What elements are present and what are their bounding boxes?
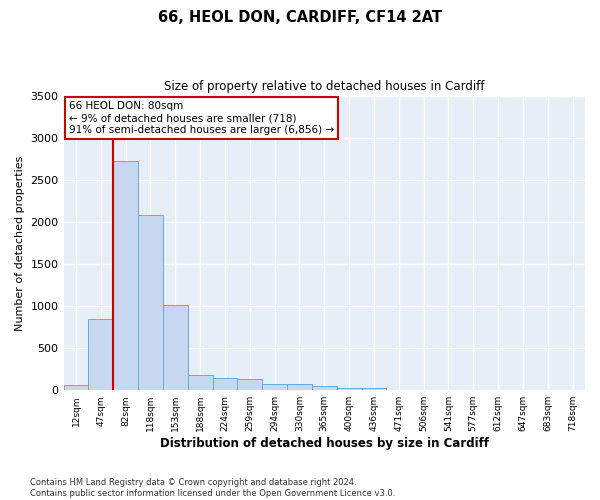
Bar: [362, 388, 386, 390]
Bar: [238, 379, 262, 390]
Text: 66, HEOL DON, CARDIFF, CF14 2AT: 66, HEOL DON, CARDIFF, CF14 2AT: [158, 10, 442, 25]
Bar: [64, 385, 88, 390]
Title: Size of property relative to detached houses in Cardiff: Size of property relative to detached ho…: [164, 80, 485, 93]
Bar: [262, 384, 287, 390]
Text: 66 HEOL DON: 80sqm
← 9% of detached houses are smaller (718)
91% of semi-detache: 66 HEOL DON: 80sqm ← 9% of detached hous…: [69, 102, 334, 134]
Bar: [212, 378, 238, 390]
Bar: [188, 376, 212, 390]
Text: Contains HM Land Registry data © Crown copyright and database right 2024.
Contai: Contains HM Land Registry data © Crown c…: [30, 478, 395, 498]
Bar: [287, 384, 312, 390]
Bar: [138, 215, 163, 390]
Bar: [113, 161, 138, 390]
Bar: [337, 388, 362, 390]
Bar: [312, 386, 337, 390]
X-axis label: Distribution of detached houses by size in Cardiff: Distribution of detached houses by size …: [160, 437, 489, 450]
Y-axis label: Number of detached properties: Number of detached properties: [15, 155, 25, 330]
Bar: [163, 305, 188, 390]
Bar: [88, 318, 113, 390]
